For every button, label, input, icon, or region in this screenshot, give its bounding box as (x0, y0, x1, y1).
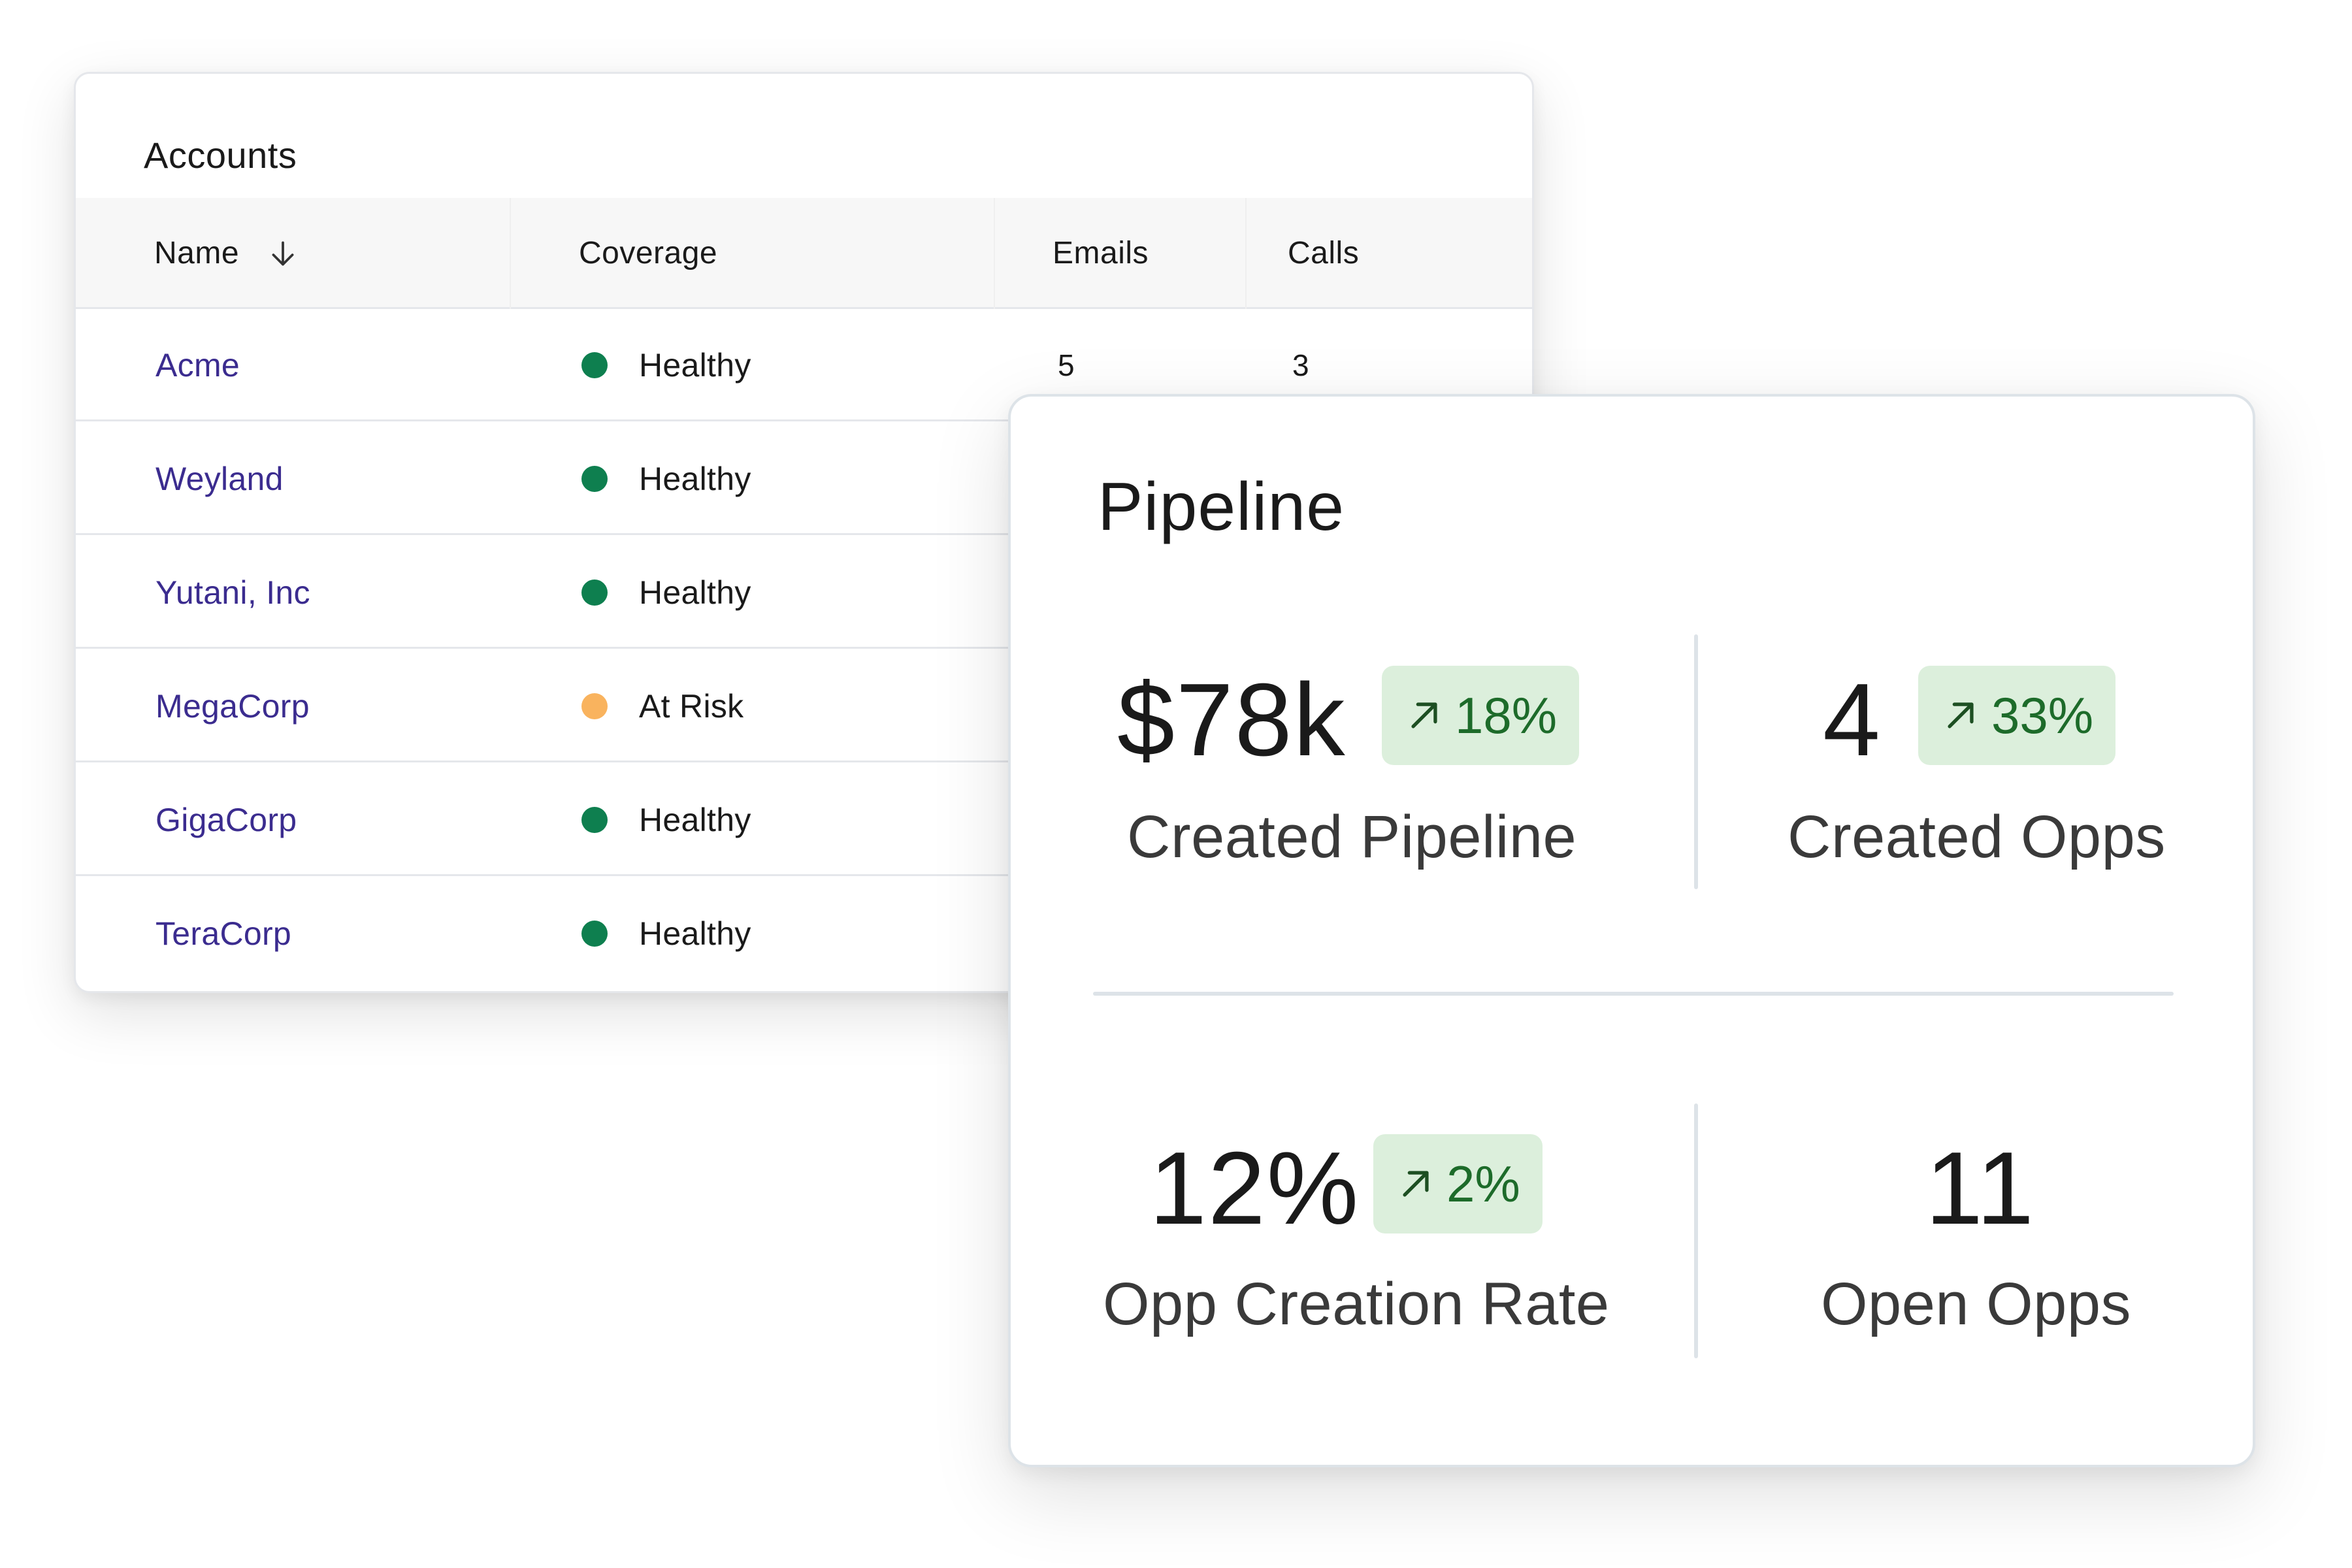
status-label: At Risk (639, 688, 744, 725)
column-header-calls[interactable]: Calls (1288, 236, 1360, 270)
account-name-link[interactable]: TeraCorp (155, 915, 292, 952)
status-dot (581, 921, 608, 947)
metric-value: 12% (1149, 1131, 1360, 1246)
metric-divider-vertical (1694, 1103, 1698, 1358)
change-value: 33% (1991, 687, 2094, 744)
change-value: 2% (1446, 1155, 1520, 1213)
column-divider (1245, 198, 1247, 309)
pipeline-card: Pipeline $78k 18% Created Pipeline 4 33%… (1008, 394, 2255, 1467)
change-value: 18% (1455, 687, 1558, 744)
metric-value: 11 (1925, 1131, 2036, 1246)
metric-divider-vertical (1694, 634, 1698, 889)
table-row[interactable]: GigaCorp Healthy (76, 764, 1532, 876)
trend-up-arrow-icon (1411, 702, 1437, 728)
metric-label: Created Opps (1788, 804, 2166, 870)
column-divider (510, 198, 511, 309)
status-dot (581, 466, 608, 492)
table-row[interactable]: Weyland Healthy (76, 423, 1532, 535)
accounts-title: Accounts (144, 135, 297, 176)
status-label: Healthy (639, 802, 751, 838)
status-dot (581, 693, 608, 719)
change-badge: 33% (1918, 666, 2116, 765)
table-row[interactable]: MegaCorp At Risk (76, 650, 1532, 762)
column-divider (994, 198, 995, 309)
status-label: Healthy (639, 347, 751, 384)
trend-up-arrow-icon (1403, 1171, 1429, 1197)
table-row[interactable]: Yutani, Inc Healthy (76, 536, 1532, 649)
change-badge: 18% (1382, 666, 1580, 765)
metric-label: Open Opps (1821, 1271, 2132, 1337)
pipeline-title: Pipeline (1098, 469, 1345, 545)
table-header: Name Coverage Emails Calls (76, 198, 1532, 309)
calls-count: 3 (1292, 348, 1309, 382)
account-name-link[interactable]: Acme (155, 347, 240, 384)
status-dot (581, 580, 608, 606)
account-name-link[interactable]: GigaCorp (155, 802, 297, 838)
arrow-down-icon[interactable] (267, 237, 299, 270)
emails-count: 5 (1058, 348, 1075, 382)
metric-value: $78k (1117, 662, 1347, 777)
metric-value: 4 (1823, 662, 1882, 777)
change-badge: 2% (1373, 1134, 1543, 1233)
metric-label: Created Pipeline (1127, 804, 1577, 870)
table-row[interactable]: TeraCorp Healthy (76, 877, 1532, 990)
column-header-coverage[interactable]: Coverage (579, 236, 718, 270)
status-label: Healthy (639, 915, 751, 952)
status-dot (581, 352, 608, 378)
column-header-name[interactable]: Name (154, 236, 240, 270)
metric-label: Opp Creation Rate (1103, 1271, 1610, 1337)
status-dot (581, 807, 608, 833)
table-row[interactable]: Acme Healthy 5 3 (76, 309, 1532, 421)
account-name-link[interactable]: MegaCorp (155, 688, 310, 725)
status-label: Healthy (639, 574, 751, 611)
status-label: Healthy (639, 461, 751, 497)
metric-divider-horizontal (1093, 992, 2174, 996)
column-header-emails[interactable]: Emails (1053, 236, 1149, 270)
account-name-link[interactable]: Yutani, Inc (155, 574, 310, 611)
account-name-link[interactable]: Weyland (155, 461, 284, 497)
trend-up-arrow-icon (1948, 702, 1974, 728)
